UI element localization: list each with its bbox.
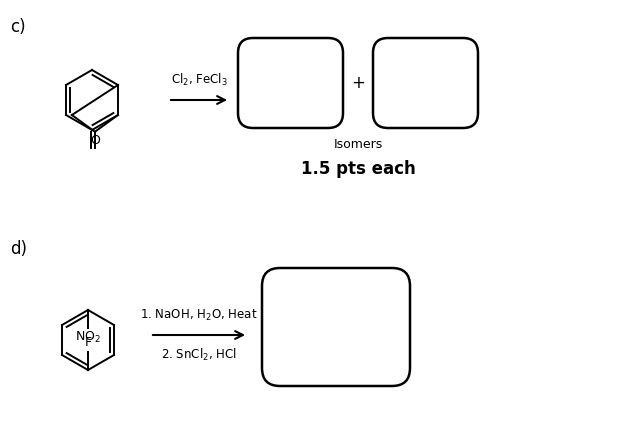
FancyBboxPatch shape [238, 38, 343, 128]
Text: NO$_2$: NO$_2$ [75, 330, 101, 345]
Text: 1. NaOH, H$_2$O, Heat: 1. NaOH, H$_2$O, Heat [140, 308, 258, 323]
Text: F: F [84, 336, 92, 349]
Text: O: O [90, 134, 100, 147]
Text: Isomers: Isomers [333, 138, 382, 151]
FancyBboxPatch shape [262, 268, 410, 386]
Text: c): c) [10, 18, 26, 36]
Text: 1.5 pts each: 1.5 pts each [301, 160, 415, 178]
Text: +: + [351, 74, 365, 92]
Text: 2. SnCl$_2$, HCl: 2. SnCl$_2$, HCl [161, 347, 237, 363]
Text: d): d) [10, 240, 27, 258]
FancyBboxPatch shape [373, 38, 478, 128]
Text: Cl$_2$, FeCl$_3$: Cl$_2$, FeCl$_3$ [170, 72, 227, 88]
